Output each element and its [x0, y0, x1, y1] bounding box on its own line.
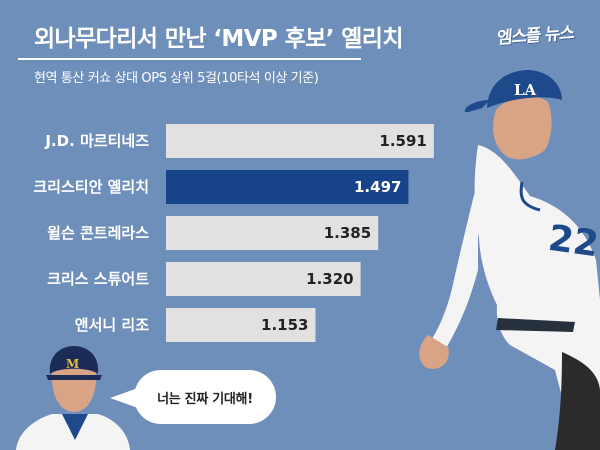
- bar-3: [166, 262, 361, 296]
- speech-bubble-tail: [110, 388, 138, 408]
- bar-series: J.D. 마르티네즈 1.591 크리스티안 옐리치 1.497 윌슨 콘트레라스 1.3…: [33, 124, 434, 342]
- bar-4: [166, 308, 316, 342]
- category-label-0: J.D. 마르티네즈: [44, 132, 149, 150]
- batter-photo: M: [16, 346, 130, 450]
- category-label-1: 크리스티안 옐리치: [33, 178, 149, 196]
- value-label-4: 1.153: [261, 316, 308, 334]
- cap-logo-icon: LA: [514, 81, 537, 99]
- value-label-1: 1.497: [354, 178, 401, 196]
- category-label-2: 윌슨 콘트레라스: [47, 224, 149, 242]
- value-label-3: 1.320: [306, 270, 353, 288]
- jersey-number-icon: 22: [546, 218, 600, 266]
- title-divider: [18, 58, 361, 60]
- cap-m-icon: M: [66, 357, 79, 371]
- bar-2: [166, 216, 379, 250]
- chart-subtitle: 현역 통산 커쇼 상대 OPS 상위 5걸(10타석 이상 기준): [34, 71, 319, 86]
- bar-1: [166, 170, 409, 204]
- category-label-3: 크리스 스튜어트: [47, 270, 149, 288]
- category-label-4: 앤서니 리조: [75, 316, 149, 334]
- speech-bubble: 너는 진짜 기대해!: [134, 370, 276, 424]
- value-label-2: 1.385: [324, 224, 371, 242]
- value-label-0: 1.591: [379, 132, 426, 150]
- chart-title: 외나무다리서 만난 ‘MVP 후보’ 옐리치: [34, 26, 404, 52]
- speech-text: 너는 진짜 기대해!: [157, 391, 253, 407]
- pitcher-photo: LA 22: [419, 70, 600, 450]
- bar-0: [166, 124, 434, 158]
